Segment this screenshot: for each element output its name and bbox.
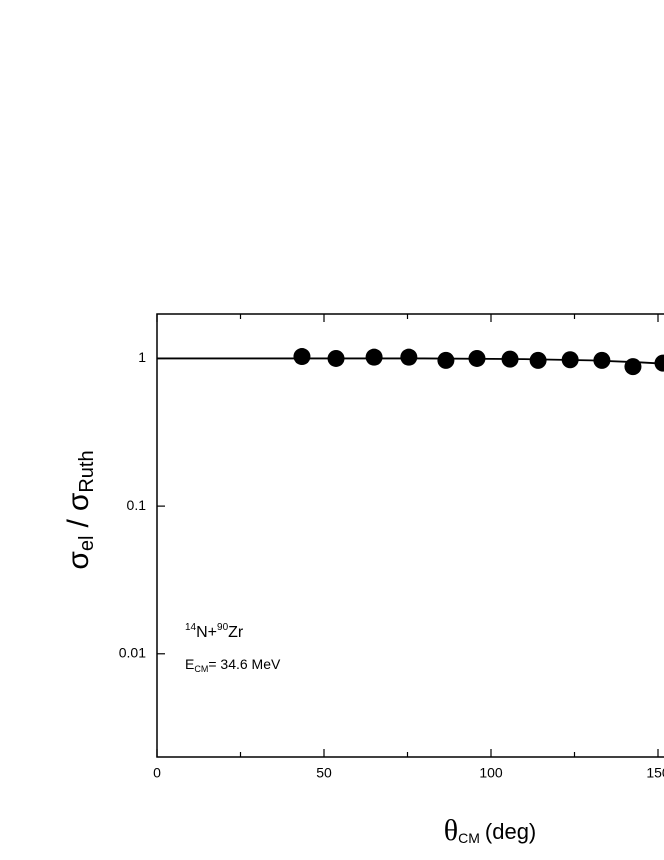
y-label-part: σ [62, 551, 95, 570]
x-tick-label: 100 [479, 765, 503, 781]
x-label-part: (deg) [485, 819, 536, 844]
data-point [293, 348, 311, 366]
data-point [400, 348, 418, 366]
data-point [501, 350, 519, 368]
y-tick-label: 1 [138, 349, 146, 365]
data-point [327, 349, 345, 367]
data-point [593, 351, 611, 369]
data-point [654, 354, 664, 372]
x-axis-label: θCM (deg) [444, 814, 537, 847]
fit-line [157, 357, 664, 365]
annotation: 14N+90Zr [185, 622, 244, 642]
data-point [529, 351, 547, 369]
annotation-part: E [185, 656, 194, 672]
y-tick-label: 0.01 [119, 644, 146, 660]
y-label-part: / [62, 519, 95, 528]
y-label-part: el [76, 536, 98, 552]
annotation-part: 14 [185, 622, 197, 633]
data-point [468, 349, 486, 367]
x-tick-label: 50 [316, 765, 332, 781]
x-tick-label: 150 [646, 765, 664, 781]
x-tick-label: 0 [153, 765, 161, 781]
data-point [624, 358, 642, 376]
annotation-part: = 34.6 MeV [208, 656, 281, 672]
annotation-part: N+ [196, 624, 217, 641]
y-label-part: σ [62, 492, 95, 511]
x-label-part: CM [458, 830, 480, 846]
annotation-part: CM [194, 664, 208, 674]
annotation: ECM= 34.6 MeV [185, 656, 281, 675]
y-axis-label: σel/σRuth [62, 450, 98, 569]
data-point [365, 348, 383, 366]
y-label-part: Ruth [76, 450, 98, 492]
data-point [561, 351, 579, 369]
plot-frame [156, 313, 664, 758]
annotation-part: 90 [217, 622, 229, 633]
annotation-part: Zr [228, 624, 244, 641]
x-label-part: θ [444, 814, 458, 847]
y-tick-label: 0.1 [127, 497, 147, 513]
data-point [437, 351, 455, 369]
